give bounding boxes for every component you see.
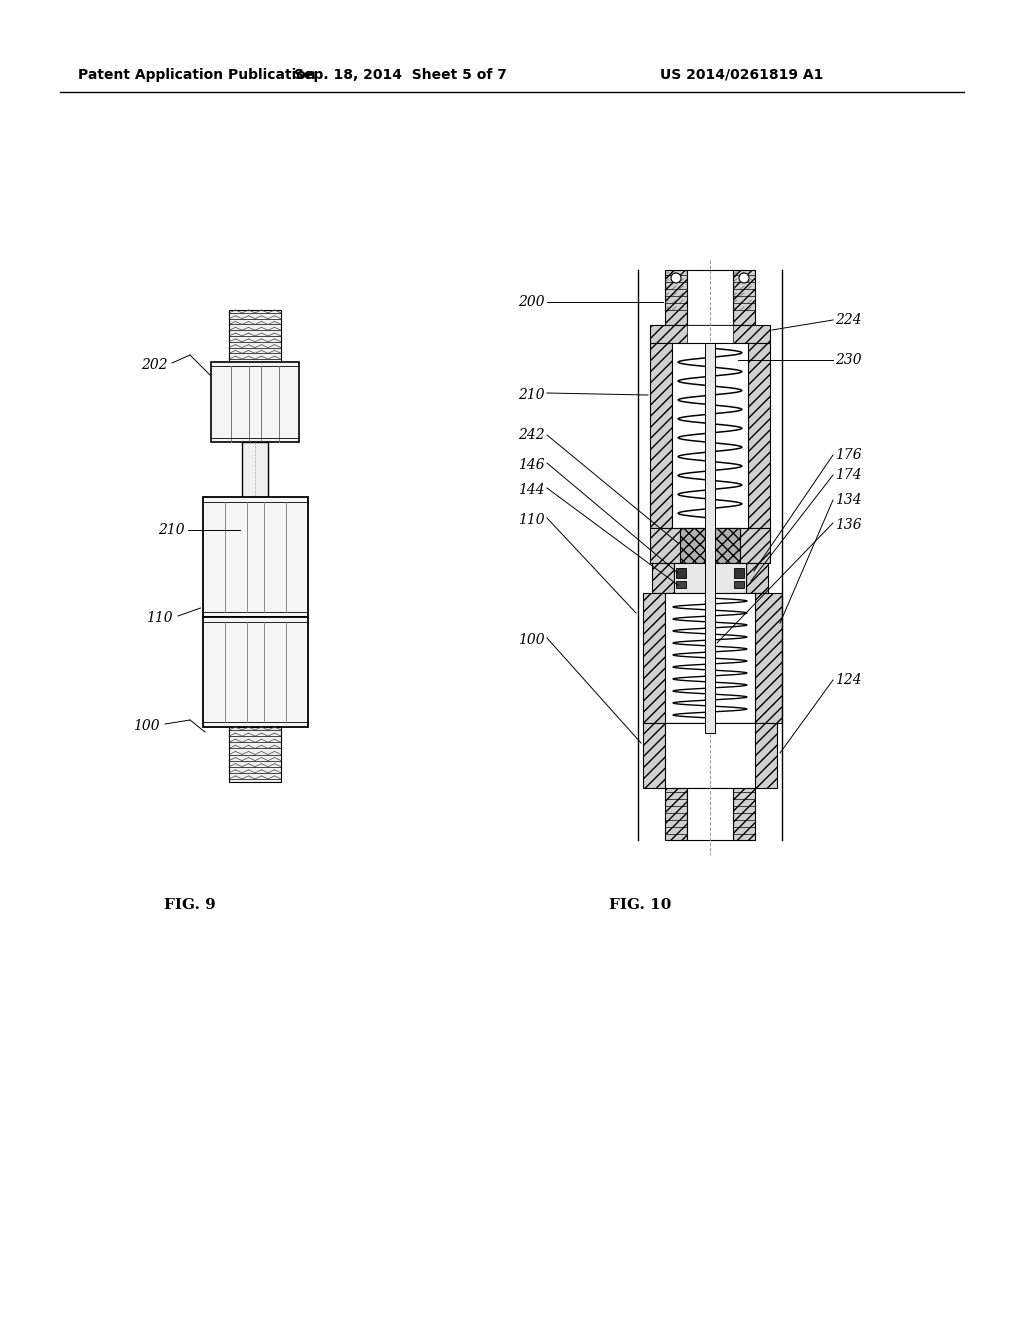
Text: 124: 124 (835, 673, 861, 686)
Bar (734, 581, 744, 587)
Bar (680, 528, 740, 564)
Bar (734, 568, 744, 578)
Bar (665, 788, 687, 840)
Text: 200: 200 (518, 294, 545, 309)
Bar (203, 498, 307, 616)
Bar (665, 723, 755, 788)
Bar (746, 564, 768, 593)
Bar (674, 564, 746, 593)
Text: 110: 110 (518, 513, 545, 527)
Text: 146: 146 (518, 458, 545, 473)
Bar (687, 325, 733, 343)
Text: 144: 144 (518, 483, 545, 498)
Bar (643, 593, 670, 723)
Bar (687, 788, 733, 840)
Text: Sep. 18, 2014  Sheet 5 of 7: Sep. 18, 2014 Sheet 5 of 7 (294, 69, 507, 82)
Bar (650, 343, 672, 528)
Bar (672, 343, 748, 528)
Text: US 2014/0261819 A1: US 2014/0261819 A1 (660, 69, 823, 82)
Text: 202: 202 (141, 358, 168, 372)
Bar (665, 271, 687, 325)
Bar (211, 362, 299, 442)
Bar (665, 593, 755, 723)
Text: FIG. 9: FIG. 9 (164, 898, 216, 912)
Bar (650, 528, 770, 564)
Text: Patent Application Publication: Patent Application Publication (78, 69, 315, 82)
Bar (676, 568, 686, 578)
Bar (643, 723, 777, 788)
Text: FIG. 10: FIG. 10 (609, 898, 671, 912)
Text: 176: 176 (835, 447, 861, 462)
Bar (755, 593, 782, 723)
Bar (676, 581, 686, 587)
Text: 224: 224 (835, 313, 861, 327)
Circle shape (739, 273, 749, 282)
Text: 100: 100 (518, 634, 545, 647)
Text: 110: 110 (146, 611, 173, 624)
Text: 136: 136 (835, 517, 861, 532)
Bar (229, 727, 281, 781)
Bar (733, 271, 755, 325)
Bar (705, 343, 715, 733)
Bar (229, 310, 281, 362)
Text: 230: 230 (835, 352, 861, 367)
Bar (203, 616, 307, 727)
Text: 210: 210 (518, 388, 545, 403)
Text: 174: 174 (835, 469, 861, 482)
Bar (652, 564, 674, 593)
Bar (650, 325, 770, 343)
Bar (687, 271, 733, 325)
Bar (242, 442, 268, 498)
Bar (748, 343, 770, 528)
Text: 134: 134 (835, 492, 861, 507)
Circle shape (671, 273, 681, 282)
Text: 242: 242 (518, 428, 545, 442)
Text: 100: 100 (133, 719, 160, 733)
Bar (733, 788, 755, 840)
Text: 210: 210 (159, 523, 185, 537)
